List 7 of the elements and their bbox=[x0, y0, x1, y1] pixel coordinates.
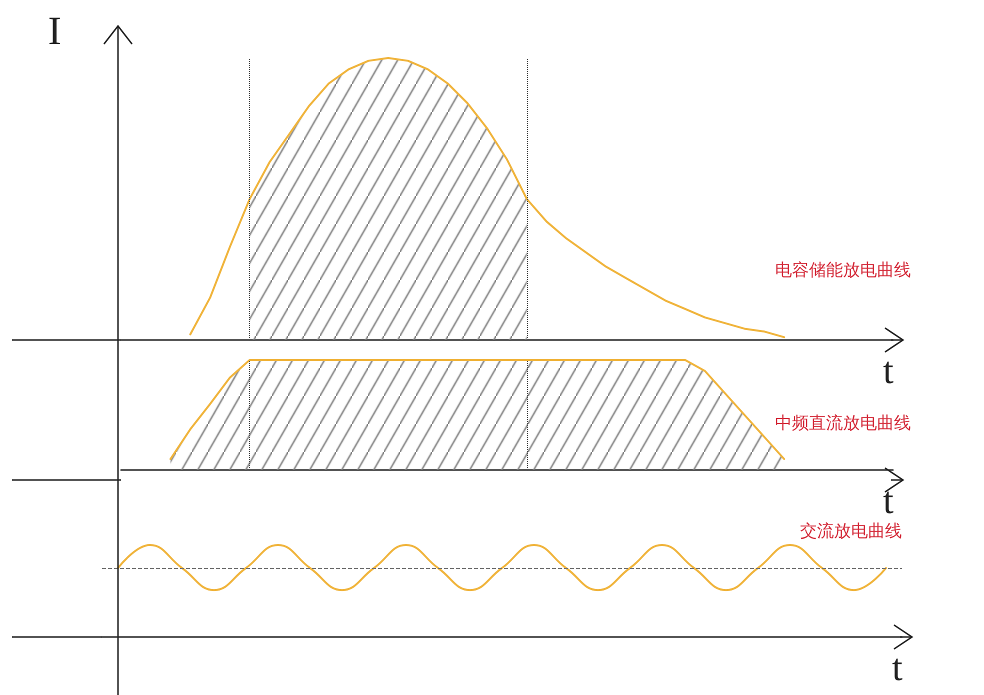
text: 电容储能放电曲线 bbox=[775, 260, 911, 280]
series-label: 中频直流放电曲线 bbox=[775, 414, 911, 434]
x-axis-title: t bbox=[883, 480, 894, 522]
x-axis-title: t bbox=[883, 350, 894, 392]
y-axis-title: I bbox=[48, 8, 62, 53]
series-label: 交流放电曲线 bbox=[800, 522, 902, 542]
x-axis-title: t bbox=[892, 647, 903, 689]
